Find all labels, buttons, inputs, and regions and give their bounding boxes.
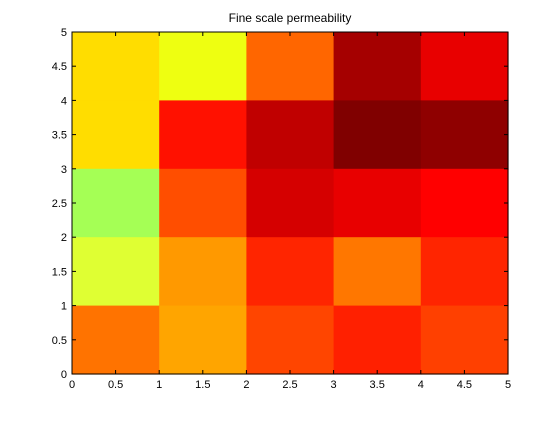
- heatmap-cell: [420, 305, 509, 375]
- heatmap-cell: [159, 100, 247, 170]
- y-tick-label: 0: [61, 369, 67, 381]
- y-tick-label: 1.5: [52, 266, 67, 278]
- heatmap-cell: [246, 305, 335, 375]
- heatmap-cell: [72, 32, 160, 101]
- heatmap-cells: [72, 32, 509, 375]
- heatmap-cell: [333, 32, 422, 101]
- heatmap-cell: [420, 32, 509, 101]
- x-tick-label: 2.5: [282, 379, 297, 391]
- heatmap-cell: [159, 305, 247, 375]
- y-tick-labels: 0 0.5 1 1.5 2 2.5 3 3.5 4 4.5 5: [52, 27, 67, 381]
- heatmap-cell: [159, 32, 247, 101]
- y-tick-label: 2: [61, 232, 67, 244]
- heatmap-cell: [420, 168, 509, 238]
- y-tick-label: 3: [61, 164, 67, 176]
- y-tick-label: 4: [61, 95, 67, 107]
- heatmap-cell: [333, 168, 422, 238]
- heatmap-cell: [246, 32, 335, 101]
- heatmap-cell: [246, 100, 335, 170]
- heatmap-cell: [333, 305, 422, 375]
- heatmap-cell: [333, 100, 422, 170]
- x-tick-label: 5: [505, 379, 511, 391]
- heatmap-cell: [246, 168, 335, 238]
- x-tick-label: 3: [331, 379, 337, 391]
- heatmap-cell: [159, 237, 247, 307]
- x-tick-label: 3.5: [370, 379, 385, 391]
- x-tick-label: 0.5: [108, 379, 123, 391]
- y-tick-label: 1: [61, 301, 67, 313]
- y-tick-label: 5: [61, 27, 67, 39]
- x-tick-label: 0: [69, 379, 75, 391]
- heatmap-cell: [72, 305, 160, 375]
- x-tick-labels: 0 0.5 1 1.5 2 2.5 3 3.5 4 4.5 5: [69, 379, 511, 391]
- x-tick-label: 4: [418, 379, 424, 391]
- x-tick-label: 1.5: [195, 379, 210, 391]
- heatmap-cell: [72, 237, 160, 307]
- x-tick-label: 2: [243, 379, 249, 391]
- x-tick-label: 4.5: [457, 379, 472, 391]
- heatmap-cell: [333, 237, 422, 307]
- heatmap-cell: [72, 100, 160, 170]
- heatmap-cell: [420, 237, 509, 307]
- heatmap-cell: [72, 168, 160, 238]
- x-tick-label: 1: [156, 379, 162, 391]
- y-tick-label: 4.5: [52, 61, 67, 73]
- heatmap-cell: [159, 168, 247, 238]
- y-tick-label: 3.5: [52, 130, 67, 142]
- axis-ticks: [71, 31, 509, 375]
- heatmap-cell: [246, 237, 335, 307]
- heatmap-cell: [420, 100, 509, 170]
- y-tick-label: 2.5: [52, 198, 67, 210]
- chart-title: Fine scale permeability: [229, 11, 352, 25]
- y-tick-label: 0.5: [52, 335, 67, 347]
